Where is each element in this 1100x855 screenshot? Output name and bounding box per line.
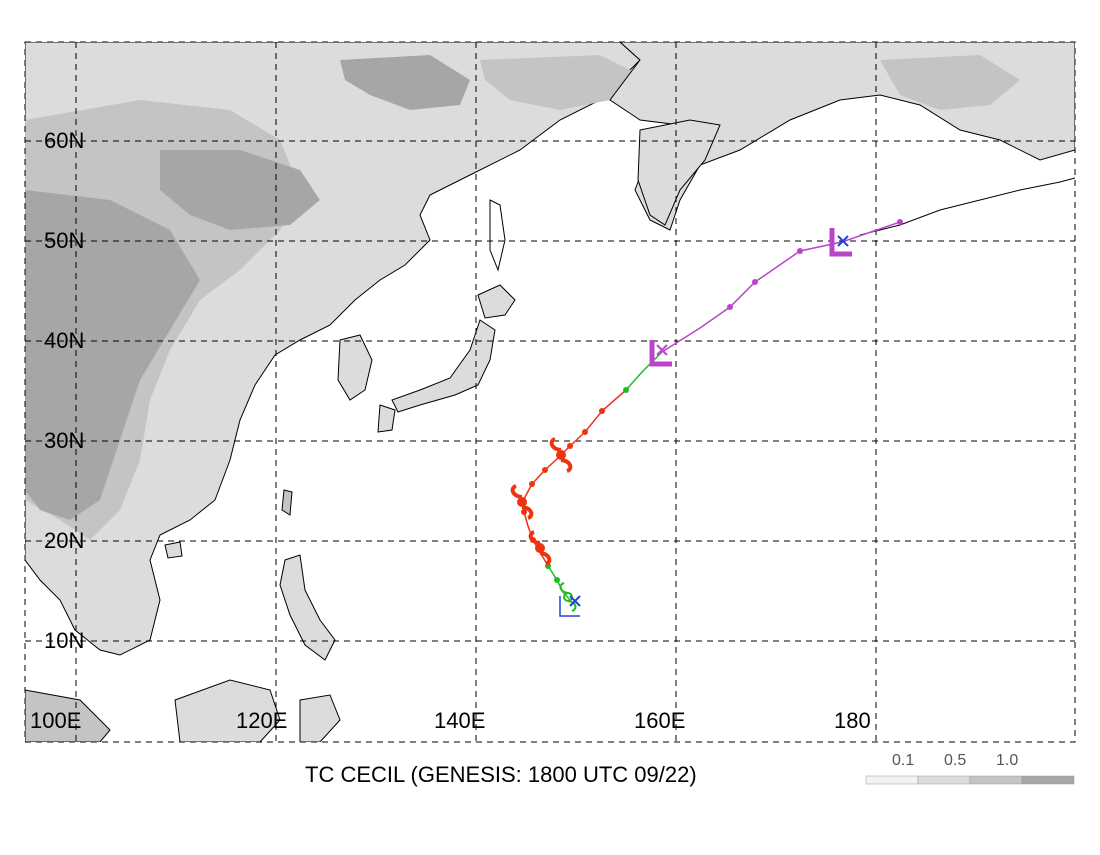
legend-swatch bbox=[969, 775, 1023, 785]
legend-swatch bbox=[865, 775, 919, 785]
extratropical-low-icon bbox=[829, 228, 852, 257]
track-point bbox=[727, 304, 733, 310]
borneo bbox=[174, 679, 281, 742]
track-point bbox=[521, 509, 527, 515]
lat-label-60n: 60N bbox=[44, 128, 84, 153]
track-point bbox=[797, 248, 803, 254]
siberia-ridges bbox=[340, 55, 470, 110]
track-point bbox=[599, 408, 605, 414]
lon-label-120e: 120E bbox=[236, 708, 287, 733]
lat-label-10n: 10N bbox=[44, 628, 84, 653]
lat-label-20n: 20N bbox=[44, 528, 84, 553]
track-point bbox=[582, 429, 588, 435]
sakhalin bbox=[489, 199, 506, 272]
extratropical-low-icon bbox=[649, 340, 672, 367]
japan-honshu bbox=[391, 319, 496, 413]
chukotka-ridges bbox=[880, 55, 1020, 110]
map-title: TC CECIL (GENESIS: 1800 UTC 09/22) bbox=[305, 762, 697, 787]
korea-peninsula bbox=[337, 334, 373, 401]
lat-label-50n: 50N bbox=[44, 228, 84, 253]
sumatra-malaysia bbox=[25, 689, 111, 742]
graticule bbox=[25, 42, 1075, 742]
sulawesi bbox=[299, 694, 341, 742]
track-point bbox=[897, 219, 903, 225]
mongolia-plateau bbox=[160, 150, 320, 230]
legend-swatch bbox=[1021, 775, 1075, 785]
legend-label: 0.1 bbox=[892, 752, 914, 769]
lat-label-40n: 40N bbox=[44, 328, 84, 353]
terrain-shading bbox=[25, 42, 1075, 742]
track-segment-tropical-storm-south bbox=[547, 565, 571, 601]
legend-swatch bbox=[917, 775, 971, 785]
map-frame bbox=[24, 41, 1076, 743]
lon-label-140e: 140E bbox=[434, 708, 485, 733]
japan-kyushu bbox=[377, 404, 396, 433]
low-marker-icon bbox=[559, 596, 580, 617]
japan-hokkaido bbox=[477, 284, 516, 319]
taiwan bbox=[281, 489, 293, 516]
siberia-ridges-east bbox=[480, 55, 640, 110]
lon-label-180: 180 bbox=[834, 708, 871, 733]
track-segment-typhoon bbox=[523, 389, 627, 567]
shading-legend: 0.1 0.5 1.0 bbox=[865, 752, 1075, 785]
cross-marker-icon bbox=[569, 595, 581, 607]
lon-label-100e: 100E bbox=[30, 708, 81, 733]
aleutian-islands bbox=[859, 177, 1075, 236]
track-point bbox=[623, 387, 629, 393]
asia-plateau bbox=[25, 190, 200, 520]
track-point bbox=[567, 443, 573, 449]
hainan bbox=[164, 541, 183, 559]
track-point bbox=[529, 481, 535, 487]
kamchatka bbox=[637, 119, 721, 226]
typhoon-icon bbox=[510, 484, 534, 520]
philippines bbox=[279, 554, 336, 661]
legend-label: 0.5 bbox=[944, 752, 966, 769]
track-point bbox=[752, 279, 758, 285]
lat-label-30n: 30N bbox=[44, 428, 84, 453]
latitude-labels: 60N 50N 40N 30N 20N 10N bbox=[44, 128, 84, 653]
track-segment-tropical-storm-north bbox=[625, 351, 663, 391]
typhoon-icon bbox=[549, 437, 573, 473]
track-point bbox=[554, 577, 560, 583]
track-point bbox=[542, 467, 548, 473]
legend-label: 1.0 bbox=[996, 752, 1018, 769]
longitude-labels: 100E 120E 140E 160E 180 bbox=[30, 708, 871, 733]
lon-label-160e: 160E bbox=[634, 708, 685, 733]
storm-track bbox=[510, 219, 903, 617]
typhoon-icon bbox=[528, 530, 552, 566]
track-points bbox=[521, 219, 903, 583]
